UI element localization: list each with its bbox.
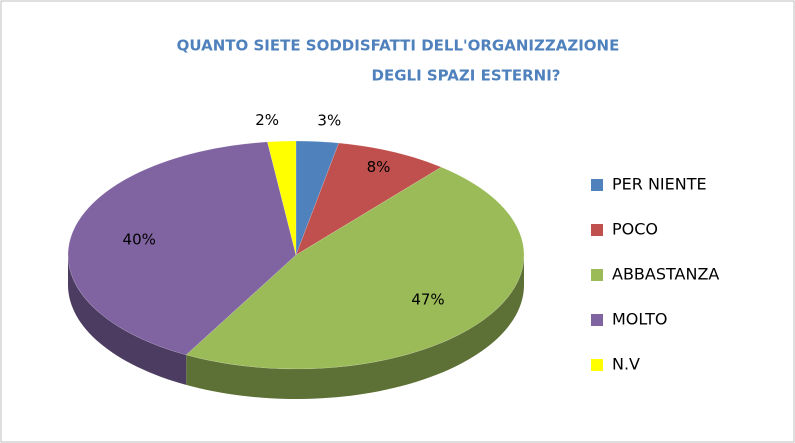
slice-side (186, 255, 524, 399)
data-label: 47% (411, 290, 444, 308)
legend-swatch (591, 224, 603, 236)
data-label: 2% (255, 111, 279, 129)
legend-label: MOLTO (612, 310, 667, 329)
slice (295, 140, 340, 256)
data-label: 3% (317, 112, 341, 130)
slice (67, 141, 297, 356)
chart-title: DEGLI SPAZI ESTERNI? (372, 67, 561, 85)
legend-label: ABBASTANZA (612, 265, 719, 284)
legend-label: POCO (612, 220, 658, 239)
slice (295, 142, 442, 256)
legend-swatch (591, 269, 603, 281)
slice (267, 140, 297, 256)
legend-swatch (591, 179, 603, 191)
data-label: 40% (123, 231, 156, 249)
chart-title: QUANTO SIETE SODDISFATTI DELL'ORGANIZZAZ… (177, 37, 620, 55)
data-label: 8% (367, 158, 391, 176)
legend-label: PER NIENTE (612, 175, 707, 194)
legend-swatch (591, 359, 603, 371)
legend-swatch (591, 314, 603, 326)
legend-label: N.V (612, 355, 640, 374)
slice (185, 166, 525, 370)
slice-side (68, 255, 187, 385)
